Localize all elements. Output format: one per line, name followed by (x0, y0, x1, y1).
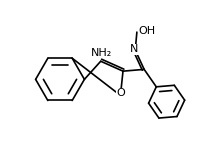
Text: O: O (117, 88, 126, 98)
Text: NH₂: NH₂ (91, 48, 112, 58)
Text: OH: OH (138, 26, 156, 36)
Text: N: N (130, 44, 139, 54)
